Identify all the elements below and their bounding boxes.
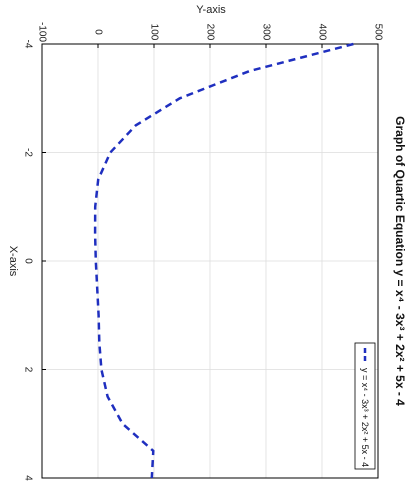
x-axis-label: X-axis [7, 246, 19, 277]
tick-label-y: 500 [372, 24, 383, 41]
tick-label-y: 300 [260, 24, 271, 41]
axis-ticks: -100 0 100 200 300 400 500 -4 -2 0 2 4 [22, 22, 383, 481]
tick-label-y: 200 [204, 24, 215, 41]
legend-label: y = x⁴ - 3x³ + 2x² + 5x - 4 [360, 368, 370, 467]
tick-label-x: 2 [22, 367, 33, 373]
tick-label-x: 4 [22, 475, 33, 481]
tick-label-x: 0 [22, 258, 33, 264]
chart-title: Graph of Quartic Equation y = x⁴ - 3x³ +… [393, 116, 407, 406]
series-line [93, 42, 354, 479]
y-axis-label: Y-axis [196, 4, 226, 16]
tick-label-y: 0 [92, 29, 103, 35]
tick-label-x: -2 [22, 148, 33, 157]
legend-box [354, 342, 376, 470]
tick-label-y: 400 [316, 24, 327, 41]
tick-label-y: -100 [36, 22, 47, 42]
tick-label-y: 100 [148, 24, 159, 41]
grid-lines [41, 43, 379, 479]
legend: y = x⁴ - 3x³ + 2x² + 5x - 4 [354, 342, 376, 470]
tick-label-x: -4 [22, 40, 33, 49]
